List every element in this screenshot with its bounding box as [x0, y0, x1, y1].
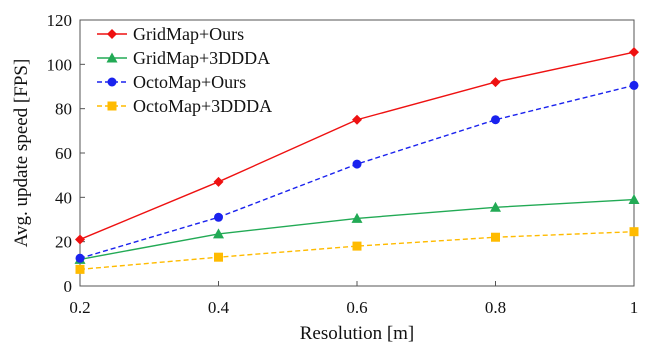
data-point — [213, 228, 224, 239]
data-point — [352, 114, 362, 125]
series-gridmap-3ddda — [74, 194, 640, 264]
data-point — [629, 227, 639, 237]
y-tick-label: 120 — [47, 11, 73, 30]
x-tick-label: 0.4 — [208, 298, 230, 317]
legend-marker — [106, 52, 118, 63]
data-point — [491, 232, 500, 242]
data-point — [629, 47, 639, 58]
y-tick-label: 0 — [64, 277, 73, 296]
data-point — [352, 159, 362, 169]
data-point — [628, 194, 640, 205]
legend-item: GridMap+Ours — [97, 24, 244, 44]
data-point — [214, 252, 223, 262]
legend-label: GridMap+Ours — [133, 24, 244, 44]
y-tick-label: 100 — [47, 55, 73, 74]
data-point — [213, 176, 224, 187]
y-tick-label: 80 — [55, 100, 72, 119]
y-tick-label: 60 — [55, 144, 72, 163]
x-tick-label: 0.6 — [346, 298, 367, 317]
legend-label: OctoMap+3DDDA — [133, 96, 272, 116]
data-point — [351, 212, 363, 223]
data-point — [491, 115, 500, 125]
data-point — [75, 234, 85, 245]
legend-marker — [107, 29, 117, 39]
legend-label: GridMap+3DDDA — [133, 48, 270, 68]
series-line — [79, 230, 635, 271]
data-point — [352, 241, 362, 251]
x-tick-label: 0.2 — [69, 298, 90, 317]
legend-item: OctoMap+3DDDA — [97, 96, 272, 116]
y-axis-title: Avg. update speed [FPS] — [11, 59, 32, 248]
data-point — [629, 80, 639, 90]
data-point — [214, 212, 223, 222]
x-axis-title: Resolution [m] — [300, 323, 415, 344]
series-octomap-3ddda — [75, 227, 639, 274]
x-tick-label: 1 — [630, 298, 639, 317]
series-octomap-ours — [75, 80, 639, 263]
legend-item: OctoMap+Ours — [97, 72, 246, 92]
y-axis-ticks: 0 20 40 60 80 100 120 — [47, 11, 85, 296]
legend-item: GridMap+3DDDA — [97, 48, 270, 68]
legend-marker — [107, 101, 117, 111]
series-gridmap-ours — [75, 47, 639, 245]
series-layer — [74, 47, 640, 274]
legend-label: OctoMap+Ours — [133, 72, 246, 92]
data-point — [490, 77, 501, 88]
data-point — [490, 201, 501, 212]
y-tick-label: 20 — [55, 233, 72, 252]
legend: GridMap+Ours GridMap+3DDDA OctoMap+Ours Oct… — [97, 24, 272, 116]
data-point — [75, 253, 85, 263]
data-point — [75, 264, 85, 274]
legend-marker — [107, 77, 117, 87]
x-tick-label: 0.8 — [485, 298, 506, 317]
y-tick-label: 40 — [55, 188, 72, 207]
x-axis-ticks: 0.2 0.4 0.6 0.8 1 — [69, 281, 638, 317]
